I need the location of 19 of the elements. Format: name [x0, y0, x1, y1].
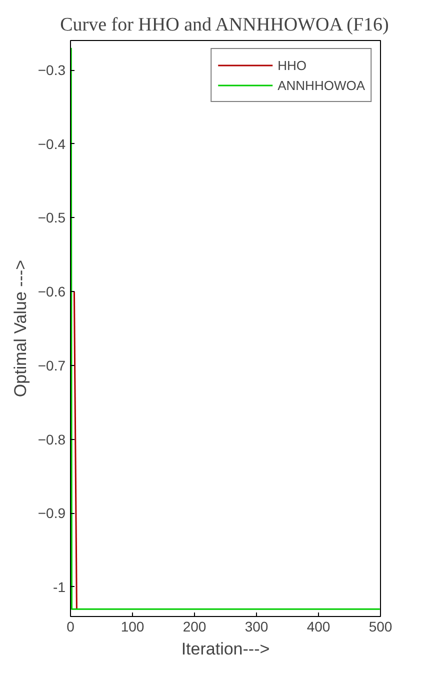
y-tick-label: −0.4	[38, 136, 66, 152]
x-tick-label: 300	[244, 618, 268, 634]
y-tick-label: −0.3	[38, 62, 66, 78]
y-tick-label: −0.6	[38, 284, 66, 300]
x-tick-label: 100	[120, 618, 144, 634]
y-axis-title: Optimal Value --->	[10, 260, 30, 398]
y-tick-label: -1	[53, 578, 66, 595]
y-tick-label: −0.8	[38, 431, 66, 448]
x-tick-label: 0	[66, 618, 75, 634]
legend-label: HHO	[278, 58, 306, 72]
legend-label: ANNHHOWOA	[278, 78, 365, 92]
x-tick-label: 500	[368, 618, 392, 634]
x-axis-title: Iteration--->	[181, 640, 270, 658]
y-tick-label: −0.5	[38, 210, 66, 226]
x-tick-label: 200	[182, 618, 206, 634]
x-tick-label: 400	[306, 618, 330, 634]
y-tick-label: −0.7	[38, 357, 66, 374]
chart-title: Curve for HHO and ANNHHOWOA (F16)	[60, 14, 389, 36]
y-tick-label: −0.9	[38, 505, 66, 522]
